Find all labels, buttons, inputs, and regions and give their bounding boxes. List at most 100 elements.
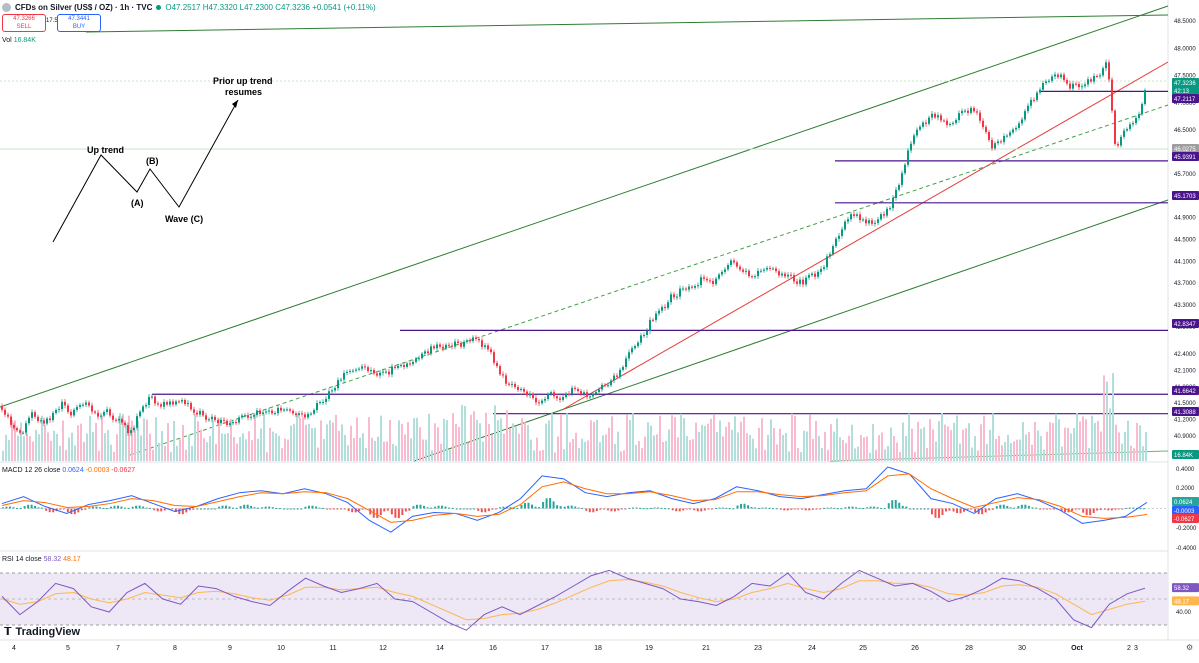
volume-bar bbox=[107, 430, 109, 461]
volume-bar bbox=[734, 416, 736, 461]
macd-histogram-bar bbox=[142, 506, 145, 509]
candle-body bbox=[910, 143, 912, 151]
symbol-title[interactable]: CFDs on Silver (US$ / OZ) · 1h · TVC bbox=[15, 2, 153, 12]
volume-bar bbox=[1097, 420, 1099, 461]
macd-histogram-bar bbox=[329, 508, 332, 510]
volume-bar bbox=[161, 431, 163, 461]
macd-histogram-bar bbox=[321, 507, 324, 509]
candle-body bbox=[886, 208, 888, 216]
volume-bar bbox=[380, 415, 382, 461]
macd-histogram-bar bbox=[1139, 508, 1142, 510]
volume-legend[interactable]: Vol 16.84K bbox=[2, 37, 36, 44]
sell-label: SELL bbox=[16, 24, 32, 30]
rsi-legend[interactable]: RSI 14 close 58.32 48.17 bbox=[2, 556, 81, 563]
volume-bar bbox=[68, 437, 70, 461]
candle-body bbox=[964, 110, 966, 112]
macd-histogram-bar bbox=[127, 507, 130, 509]
time-axis-tick: 9 bbox=[228, 645, 232, 652]
macd-histogram-bar bbox=[448, 507, 451, 509]
macd-histogram-bar bbox=[664, 508, 667, 510]
candle-body bbox=[76, 406, 78, 410]
candle-body bbox=[787, 274, 789, 277]
macd-legend[interactable]: MACD 12 26 close 0.0624 -0.0003 -0.0627 bbox=[2, 467, 135, 474]
candle-body bbox=[1012, 129, 1014, 133]
macd-histogram-bar bbox=[401, 508, 404, 515]
volume-bar bbox=[572, 438, 574, 461]
volume-bar bbox=[125, 423, 127, 461]
macd-histogram-bar bbox=[559, 506, 562, 509]
volume-bar bbox=[629, 420, 631, 461]
time-axis-tick: 7 bbox=[116, 645, 120, 652]
volume-bar bbox=[5, 434, 7, 461]
macd-histogram-bar bbox=[675, 508, 678, 512]
candle-body bbox=[565, 393, 567, 398]
candle-body bbox=[445, 344, 447, 349]
rsi-ma-line bbox=[1, 578, 1146, 621]
volume-bar bbox=[926, 447, 928, 461]
macd-histogram-bar bbox=[394, 508, 397, 518]
candle-body bbox=[958, 113, 960, 121]
candle-body bbox=[961, 111, 963, 114]
macd-histogram-bar bbox=[826, 507, 829, 509]
candle-body bbox=[394, 366, 396, 368]
candle-body bbox=[109, 409, 111, 416]
candle-body bbox=[133, 427, 135, 431]
candle-body bbox=[577, 389, 579, 392]
time-axis-tick: 3 bbox=[1134, 645, 1138, 652]
volume-bar bbox=[620, 451, 622, 461]
candle-body bbox=[457, 341, 459, 343]
candle-body bbox=[232, 421, 234, 424]
volume-bar bbox=[1058, 419, 1060, 461]
candle-body bbox=[46, 418, 48, 424]
macd-histogram-bar bbox=[307, 505, 310, 509]
tradingview-logo[interactable]: 𝗧 TradingView bbox=[4, 625, 80, 639]
macd-histogram-bar bbox=[1117, 508, 1120, 510]
candle-body bbox=[373, 369, 375, 374]
candle-body bbox=[418, 358, 420, 360]
candle-body bbox=[16, 428, 18, 431]
volume-bar bbox=[560, 413, 562, 461]
volume-bar bbox=[890, 427, 892, 461]
macd-histogram-bar bbox=[923, 508, 926, 510]
volume-bar bbox=[386, 441, 388, 461]
candle-body bbox=[628, 352, 630, 359]
candle-body bbox=[1, 405, 3, 410]
macd-histogram-bar bbox=[700, 508, 703, 512]
volume-bar bbox=[413, 418, 415, 461]
candle-body bbox=[427, 351, 429, 354]
rsi-value-tag bbox=[1172, 596, 1199, 606]
macd-histogram-bar bbox=[747, 505, 750, 509]
price-label-tag bbox=[1172, 407, 1199, 416]
candle-body bbox=[859, 214, 861, 221]
candle-body bbox=[898, 184, 900, 190]
macd-histogram-bar bbox=[693, 508, 696, 511]
buy-button[interactable]: 47.3441 BUY bbox=[57, 14, 101, 32]
volume-bar bbox=[470, 414, 472, 461]
candle-body bbox=[817, 271, 819, 277]
volume-bar bbox=[989, 429, 991, 461]
sell-button[interactable]: 47.3266 SELL bbox=[2, 14, 46, 32]
macd-value-tag bbox=[1172, 514, 1199, 523]
volume-bar bbox=[647, 422, 649, 461]
macd-histogram-bar bbox=[970, 508, 973, 510]
volume-bar bbox=[242, 433, 244, 461]
volume-bar bbox=[428, 413, 430, 461]
macd-histogram-bar bbox=[225, 505, 228, 509]
volume-bar bbox=[1094, 422, 1096, 461]
macd-histogram-bar bbox=[491, 508, 494, 510]
volume-bar bbox=[497, 420, 499, 461]
candle-body bbox=[370, 369, 372, 372]
spread-value: 17.5 bbox=[46, 18, 58, 24]
price-label-text: 45.9391 bbox=[1174, 155, 1196, 161]
candle-body bbox=[358, 368, 360, 370]
candle-body bbox=[892, 197, 894, 209]
volume-bar bbox=[941, 413, 943, 461]
macd-histogram-bar bbox=[563, 506, 566, 509]
volume-bar bbox=[878, 435, 880, 461]
candle-body bbox=[793, 275, 795, 282]
macd-histogram-bar bbox=[52, 508, 55, 513]
volume-bar bbox=[509, 428, 511, 461]
macd-histogram-bar bbox=[786, 508, 789, 511]
